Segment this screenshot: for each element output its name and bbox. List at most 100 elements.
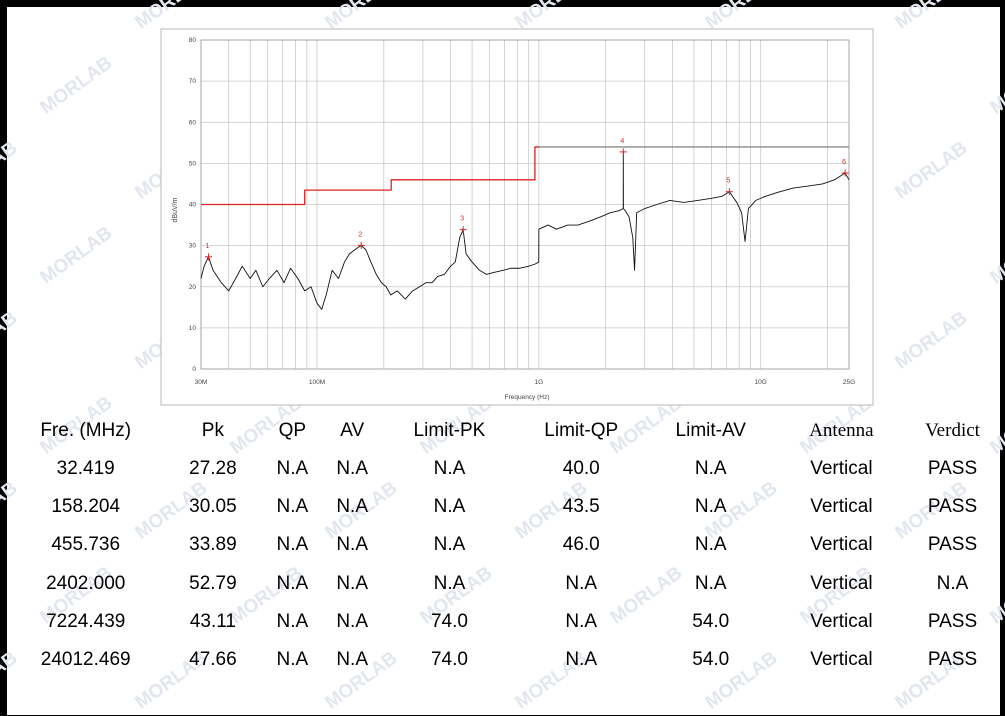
cell-pk: 30.05 (189, 496, 237, 518)
cell-limit-pk: N.A (433, 534, 466, 556)
cell-limit-qp: N.A (565, 649, 598, 671)
marker-label: 2 (358, 231, 362, 238)
table-header-row: Fre. (MHz) Pk QP AV Limit-PK Limit-QP Li… (8, 412, 998, 450)
cell-limit-pk: 74.0 (430, 649, 468, 671)
cell-verdict: PASS (927, 610, 978, 632)
header-verdict: Verdict (925, 420, 980, 441)
marker-4: 4 (619, 138, 627, 156)
cell-frequency: 158.204 (51, 496, 121, 518)
cell-frequency: 455.736 (51, 534, 121, 556)
header-limit-qp: Limit-QP (544, 420, 619, 441)
cell-pk: 52.79 (189, 572, 237, 594)
y-tick-label: 30 (189, 243, 197, 250)
marker-label: 3 (460, 216, 464, 223)
header-limit-av: Limit-AV (675, 420, 746, 441)
table-row: 2402.000 52.79 N.A N.A N.A N.A N.A Vertical N.A (8, 565, 998, 603)
marker-5: 5 (725, 178, 733, 196)
cell-limit-av: 54.0 (692, 610, 730, 632)
header-antenna: Antenna (809, 420, 874, 441)
cell-limit-pk: N.A (433, 458, 466, 480)
cell-limit-av: N.A (694, 496, 727, 518)
y-tick-label: 60 (189, 119, 197, 126)
cell-verdict: N.A (936, 572, 969, 594)
cell-limit-av: N.A (694, 458, 727, 480)
cell-antenna: Vertical (810, 534, 873, 556)
cell-av: N.A (336, 534, 369, 556)
cell-verdict: PASS (927, 649, 978, 671)
cell-qp: N.A (276, 649, 309, 671)
cell-limit-qp: N.A (565, 572, 598, 594)
marker-1: 1 (204, 243, 212, 261)
table-row: 32.419 27.28 N.A N.A N.A 40.0 N.A Vertical PASS (8, 450, 998, 488)
cell-frequency: 32.419 (56, 458, 115, 480)
cell-qp: N.A (276, 458, 309, 480)
cell-pk: 33.89 (189, 534, 237, 556)
cell-qp: N.A (276, 572, 309, 594)
cell-av: N.A (336, 458, 369, 480)
header-limit-pk: Limit-PK (413, 420, 486, 441)
cell-limit-pk: N.A (433, 572, 466, 594)
header-pk: Pk (201, 420, 224, 441)
table-row: 24012.469 47.66 N.A N.A 74.0 N.A 54.0 Vertical P… (8, 641, 998, 679)
marker-label: 6 (842, 159, 846, 166)
cell-frequency: 2402.000 (46, 572, 126, 594)
cell-limit-pk: 74.0 (430, 610, 468, 632)
cell-av: N.A (336, 572, 369, 594)
cell-av: N.A (336, 610, 369, 632)
y-axis-label: dBuV/m (172, 197, 179, 222)
cell-antenna: Vertical (810, 572, 873, 594)
chart-markers: 1 2 3 4 5 6 (204, 138, 849, 261)
marker-label: 4 (620, 138, 624, 145)
header-qp: QP (278, 420, 307, 441)
table-row: 7224.439 43.11 N.A N.A 74.0 N.A 54.0 Vertical PA… (8, 603, 998, 641)
cell-limit-qp: 46.0 (562, 534, 600, 556)
series-limit-qp (201, 146, 539, 206)
x-tick-label: 10G (755, 379, 767, 386)
cell-antenna: Vertical (810, 458, 873, 480)
cell-qp: N.A (276, 610, 309, 632)
cell-limit-pk: N.A (433, 496, 466, 518)
x-tick-label: 30M (195, 379, 208, 386)
x-tick-label: 1G (535, 379, 544, 386)
cell-qp: N.A (276, 496, 309, 518)
cell-av: N.A (336, 496, 369, 518)
x-tick-label: 25G (843, 379, 855, 386)
marker-label: 1 (206, 243, 210, 250)
header-av: AV (340, 420, 365, 441)
cell-qp: N.A (276, 534, 309, 556)
marker-2: 2 (357, 231, 365, 249)
x-axis-label: Frequency (Hz) (505, 394, 550, 401)
y-tick-label: 10 (189, 325, 197, 332)
chart-series (200, 146, 850, 310)
cell-pk: 27.28 (189, 458, 237, 480)
cell-limit-qp: N.A (565, 610, 598, 632)
cell-verdict: PASS (927, 458, 978, 480)
cell-frequency: 7224.439 (46, 610, 126, 632)
header-frequency: Fre. (MHz) (40, 420, 132, 441)
cell-frequency: 24012.469 (40, 649, 131, 671)
series-trace (200, 151, 850, 310)
table-row: 158.204 30.05 N.A N.A N.A 43.5 N.A Vertical PASS (8, 488, 998, 526)
y-tick-label: 20 (189, 284, 197, 291)
cell-limit-av: N.A (694, 534, 727, 556)
cell-antenna: Vertical (810, 649, 873, 671)
cell-limit-av: 54.0 (692, 649, 730, 671)
cell-verdict: PASS (927, 496, 978, 518)
cell-limit-qp: 40.0 (562, 458, 600, 480)
table-row: 455.736 33.89 N.A N.A N.A 46.0 N.A Vertical PASS (8, 526, 998, 564)
cell-pk: 43.11 (189, 610, 236, 632)
cell-antenna: Vertical (810, 496, 873, 518)
y-tick-label: 40 (189, 202, 197, 209)
y-tick-label: 80 (189, 37, 197, 44)
results-table: Fre. (MHz) Pk QP AV Limit-PK Limit-QP Li… (8, 412, 998, 679)
cell-limit-qp: 43.5 (562, 496, 600, 518)
cell-antenna: Vertical (810, 610, 873, 632)
y-tick-label: 0 (192, 366, 196, 373)
cell-av: N.A (336, 649, 369, 671)
marker-3: 3 (459, 216, 467, 234)
x-tick-label: 100M (309, 379, 325, 386)
y-tick-label: 50 (189, 160, 197, 167)
marker-label: 5 (726, 178, 730, 185)
y-tick-label: 70 (189, 78, 197, 85)
